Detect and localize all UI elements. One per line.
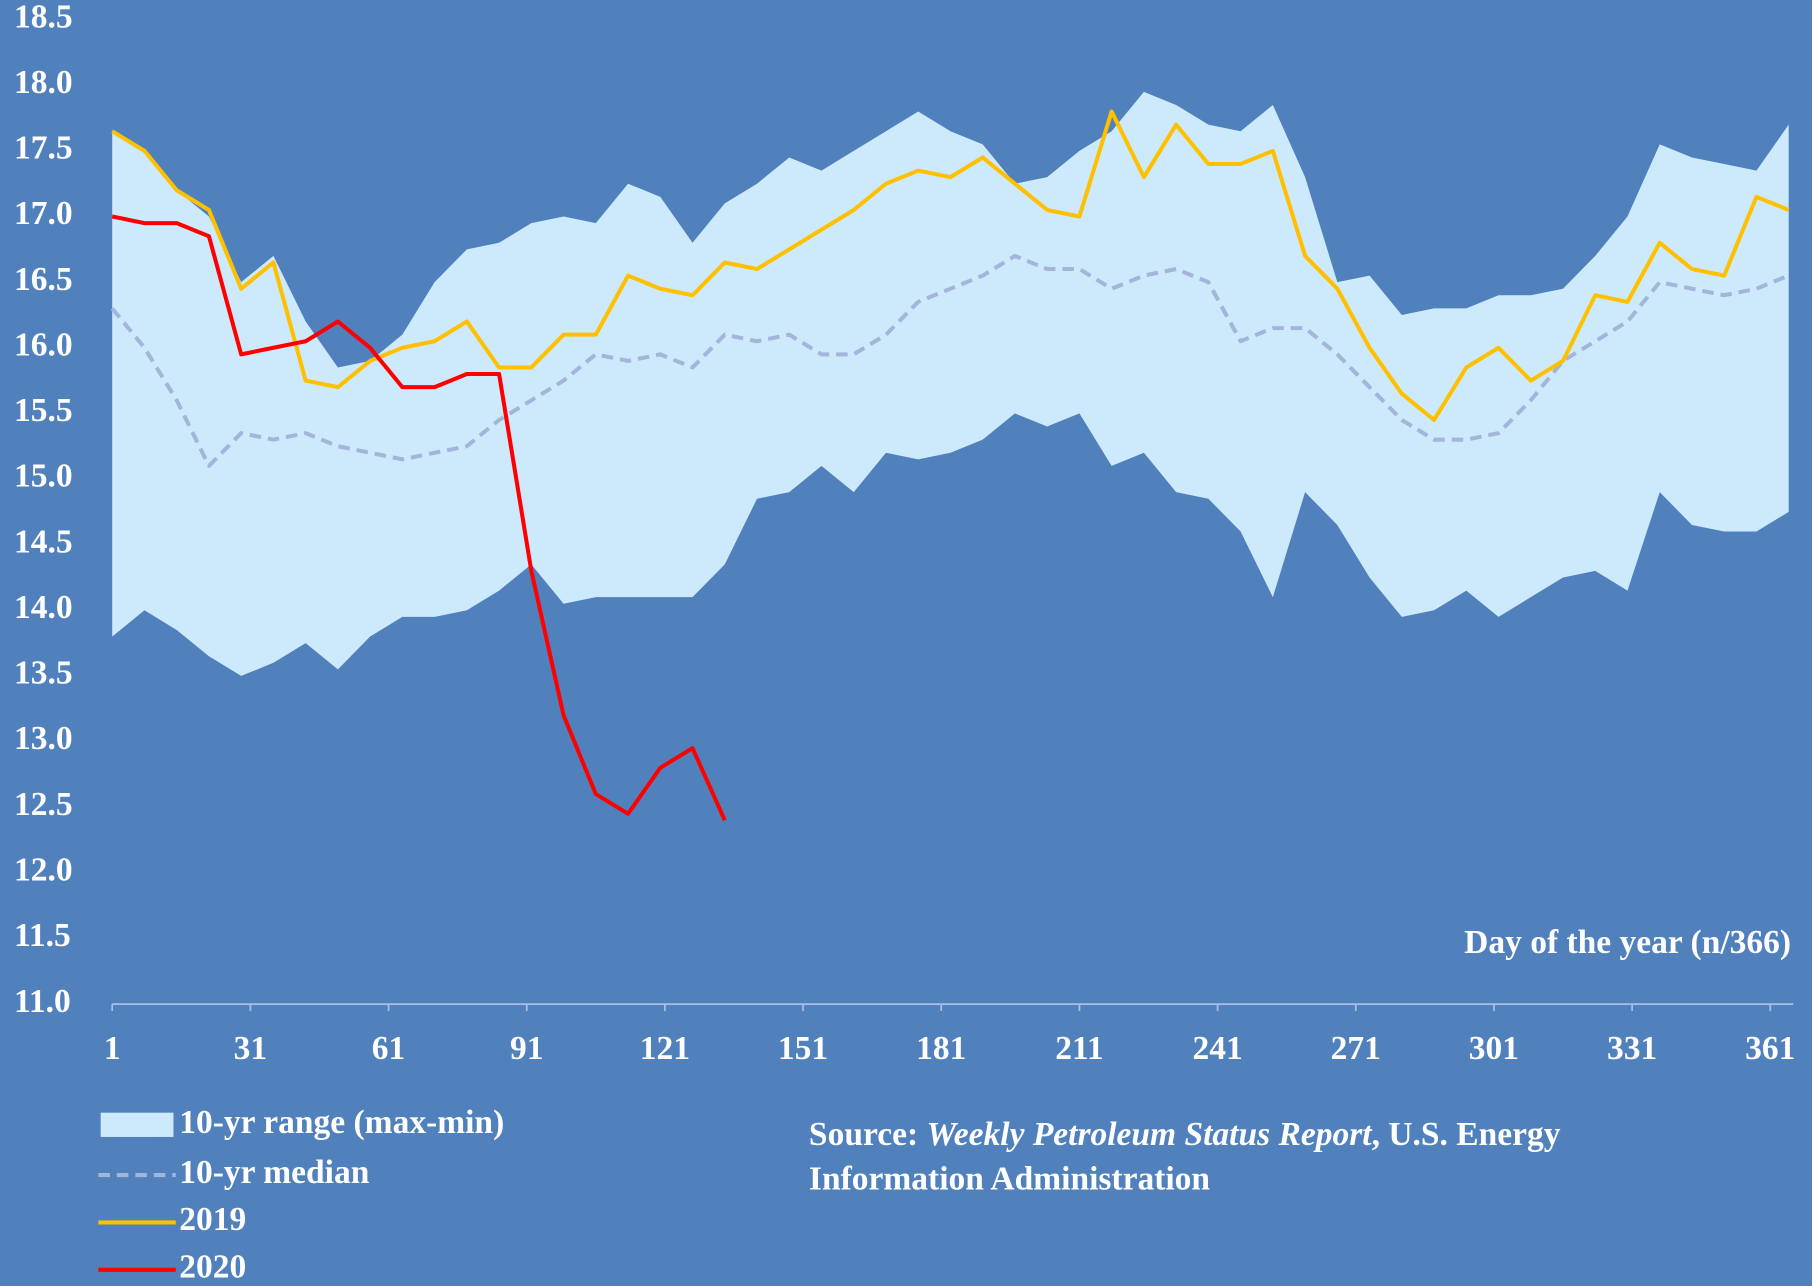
y-tick-label: 12.0 [14,852,73,889]
x-tick-label: 331 [1607,1030,1657,1067]
y-tick-label: 16.0 [14,326,73,363]
x-tick-label: 181 [916,1030,966,1067]
source-italic: Weekly Petroleum Status Report [926,1116,1373,1153]
y-tick-label: 18.5 [14,0,73,35]
source-prefix: Source: [809,1116,918,1153]
range-band [112,91,1789,676]
x-tick-label: 271 [1331,1030,1381,1067]
source: Source: Weekly Petroleum Status Report, … [809,1116,1561,1153]
legend-swatch [100,1112,174,1137]
series-line [111,109,1790,422]
y-tick-label: 11.0 [14,983,71,1020]
x-tick-label: 211 [1055,1030,1103,1067]
y-tick-label: 17.5 [14,130,73,167]
y-tick-label: 15.0 [14,458,73,495]
series-line [111,214,727,822]
y-tick-label: 13.5 [14,655,73,692]
y-tick-label: 13.0 [14,720,73,757]
y-tick-label: 14.0 [14,589,73,626]
y-tick-label: 18.0 [14,64,73,101]
x-tick-label: 151 [778,1030,828,1067]
y-tick-label: 17.0 [14,195,73,232]
source-line2: Information Administration [809,1161,1210,1198]
legend-label: 10-yr range (max-min) [179,1104,504,1141]
y-tick-label: 16.5 [14,261,73,298]
series-line [110,253,1790,468]
x-tick-label: 1 [104,1030,121,1067]
annotation: Day of the year (n/366) [1464,924,1791,961]
source-rest: , U.S. Energy [1372,1116,1561,1153]
x-tick-label: 301 [1469,1030,1519,1067]
legend-label: 10-yr median [179,1154,370,1191]
legend-label: 2019 [179,1201,246,1238]
y-tick-label: 12.5 [14,786,73,823]
x-tick-label: 121 [640,1030,690,1067]
y-tick-label: 11.5 [14,917,71,954]
x-tick-label: 91 [510,1030,543,1067]
x-tick-label: 31 [234,1030,268,1067]
y-tick-label: 15.5 [14,392,73,429]
y-tick-label: 14.5 [14,523,73,560]
legend-label: 2020 [179,1249,246,1286]
x-tick-label: 361 [1745,1030,1795,1067]
x-tick-label: 61 [372,1030,405,1067]
x-tick-label: 241 [1192,1030,1242,1067]
